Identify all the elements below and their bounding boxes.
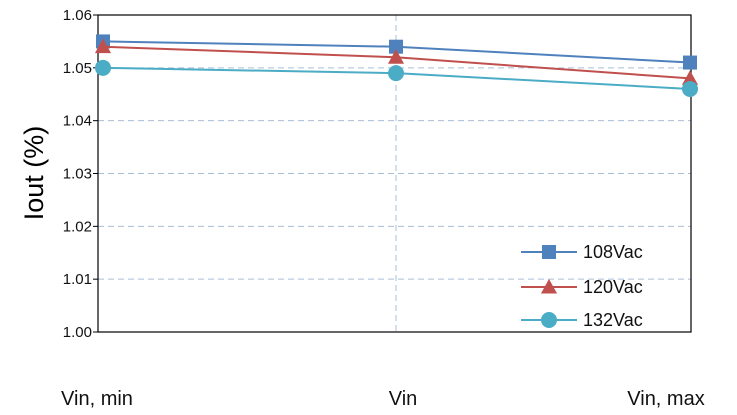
y-tick-label: 1.06 — [63, 7, 92, 24]
legend-item: 108Vac — [521, 242, 643, 262]
y-tick-label: 1.00 — [63, 324, 92, 341]
data-point — [681, 70, 699, 85]
data-point — [389, 39, 403, 54]
data-point — [541, 312, 557, 328]
data-point — [94, 38, 112, 54]
x-tick-label: Vin, min — [61, 388, 133, 410]
data-point — [95, 59, 111, 76]
y-axis-ticks: 1.00 1.01 1.02 1.03 1.04 1.05 1.06 — [63, 7, 98, 341]
data-point — [387, 49, 405, 64]
y-tick-label: 1.01 — [63, 271, 92, 288]
x-tick-label: Vin — [389, 388, 418, 410]
y-tick-label: 1.04 — [63, 113, 92, 130]
data-point — [540, 278, 558, 294]
data-point — [683, 55, 697, 70]
legend-label: 120Vac — [583, 277, 643, 297]
y-axis-label: Iout (%) — [19, 126, 49, 221]
legend-label: 108Vac — [583, 242, 643, 262]
legend-item: 132Vac — [521, 310, 643, 330]
data-point — [682, 80, 698, 97]
series-120Vac — [94, 38, 699, 85]
x-axis-ticks: Vin, min Vin Vin, max — [61, 388, 705, 410]
y-tick-label: 1.02 — [63, 218, 92, 235]
data-point — [388, 65, 404, 82]
legend-label: 132Vac — [583, 310, 643, 330]
series-108Vac — [96, 34, 697, 70]
legend-item: 120Vac — [521, 277, 643, 297]
y-tick-label: 1.05 — [63, 60, 92, 77]
x-tick-label: Vin, max — [627, 388, 704, 410]
series-132Vac — [95, 59, 698, 97]
series-group — [94, 34, 699, 97]
legend: 108Vac 120Vac 132Vac — [521, 242, 643, 330]
y-tick-label: 1.03 — [63, 166, 92, 183]
data-point — [542, 245, 556, 259]
